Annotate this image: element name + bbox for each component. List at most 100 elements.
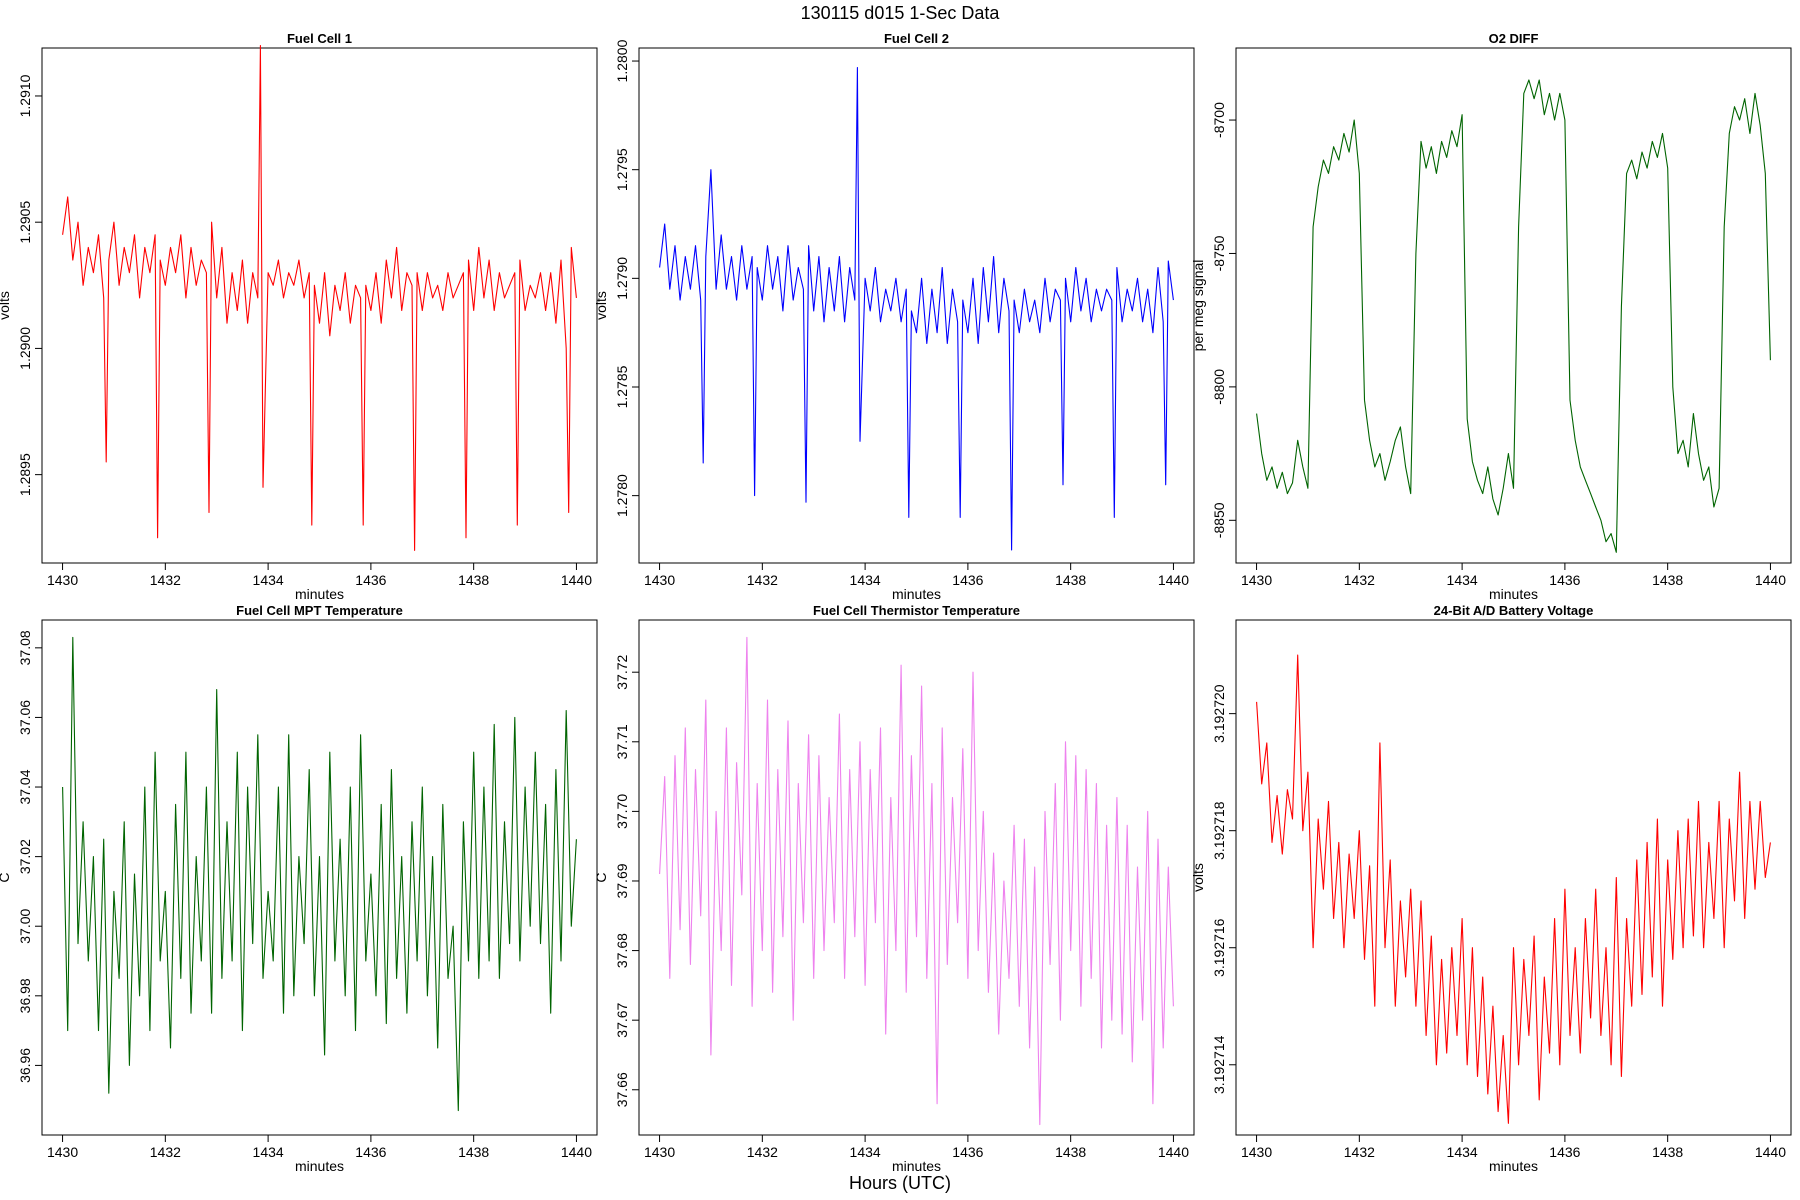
x-tick-label: 1434 bbox=[1447, 1144, 1478, 1160]
x-tick-label: 1434 bbox=[253, 572, 284, 588]
x-tick-label: 1438 bbox=[458, 1144, 489, 1160]
x-tick-label: 1430 bbox=[47, 572, 78, 588]
y-tick-label: 1.2900 bbox=[17, 327, 33, 370]
y-tick-label: 37.66 bbox=[614, 1072, 630, 1107]
x-tick-label: 1436 bbox=[952, 1144, 983, 1160]
x-tick-label: 1432 bbox=[1344, 572, 1375, 588]
x-tick-label: 1432 bbox=[150, 572, 181, 588]
figure-xlabel: Hours (UTC) bbox=[849, 1173, 951, 1193]
x-tick-label: 1432 bbox=[150, 1144, 181, 1160]
series-line bbox=[659, 636, 1174, 1126]
x-tick-label: 1440 bbox=[561, 572, 592, 588]
y-tick-label: 36.98 bbox=[17, 978, 33, 1013]
panel-title: O2 DIFF bbox=[1489, 31, 1539, 46]
x-tick-label: 1438 bbox=[1652, 1144, 1683, 1160]
y-tick-label: 1.2905 bbox=[17, 201, 33, 244]
y-tick-label: 3.192714 bbox=[1211, 1035, 1227, 1094]
y-axis-label: per meg signal bbox=[1190, 260, 1206, 352]
series-line bbox=[62, 636, 577, 1112]
y-tick-label: 1.2910 bbox=[17, 74, 33, 117]
y-tick-label: 37.00 bbox=[17, 908, 33, 943]
y-axis-label: volts bbox=[1190, 863, 1206, 892]
x-tick-label: 1440 bbox=[561, 1144, 592, 1160]
figure-title: 130115 d015 1-Sec Data bbox=[801, 3, 1001, 23]
y-tick-label: 37.68 bbox=[614, 933, 630, 968]
plot-frame bbox=[41, 47, 598, 564]
panel-fuel-cell-mpt-temperature: Fuel Cell MPT Temperature 1430 1432 1434 143… bbox=[0, 603, 598, 1174]
panel-title: Fuel Cell 2 bbox=[884, 31, 949, 46]
x-tick-label: 1432 bbox=[747, 1144, 778, 1160]
panel-title: 24-Bit A/D Battery Voltage bbox=[1434, 603, 1594, 618]
y-tick-label: 37.04 bbox=[17, 769, 33, 804]
y-tick-label: 36.96 bbox=[17, 1048, 33, 1083]
x-axis-label: minutes bbox=[1489, 586, 1538, 602]
plot-frame bbox=[638, 47, 1195, 564]
y-tick-label: -8700 bbox=[1211, 102, 1227, 138]
plot-frame bbox=[1235, 619, 1792, 1136]
x-axis-label: minutes bbox=[892, 586, 941, 602]
x-tick-label: 1436 bbox=[952, 572, 983, 588]
y-axis-label: volts bbox=[593, 291, 609, 320]
x-tick-label: 1434 bbox=[850, 1144, 881, 1160]
y-tick-label: 37.70 bbox=[614, 794, 630, 829]
y-tick-label: 1.2790 bbox=[614, 257, 630, 300]
y-tick-label: 3.192720 bbox=[1211, 684, 1227, 743]
x-tick-label: 1440 bbox=[1158, 1144, 1189, 1160]
series-line bbox=[659, 67, 1174, 551]
y-tick-label: 1.2785 bbox=[614, 365, 630, 408]
x-axis-label: minutes bbox=[295, 1158, 344, 1174]
x-tick-label: 1434 bbox=[253, 1144, 284, 1160]
y-tick-label: 3.192716 bbox=[1211, 918, 1227, 977]
x-tick-label: 1434 bbox=[850, 572, 881, 588]
plot-frame bbox=[638, 619, 1195, 1136]
x-tick-label: 1436 bbox=[1549, 1144, 1580, 1160]
series-line bbox=[1256, 79, 1771, 553]
y-tick-label: -8800 bbox=[1211, 369, 1227, 405]
x-tick-label: 1440 bbox=[1755, 1144, 1786, 1160]
y-tick-label: 37.71 bbox=[614, 724, 630, 759]
panel-title: Fuel Cell 1 bbox=[287, 31, 352, 46]
panel-title: Fuel Cell MPT Temperature bbox=[236, 603, 403, 618]
x-tick-label: 1440 bbox=[1158, 572, 1189, 588]
x-tick-label: 1430 bbox=[1241, 572, 1272, 588]
y-tick-label: 37.69 bbox=[614, 863, 630, 898]
x-axis-label: minutes bbox=[1489, 1158, 1538, 1174]
x-tick-label: 1432 bbox=[747, 572, 778, 588]
series-line bbox=[62, 44, 577, 551]
y-tick-label: 37.02 bbox=[17, 839, 33, 874]
panel-fuel-cell-thermistor-temperature: Fuel Cell Thermistor Temperature 1430 1432… bbox=[593, 603, 1195, 1174]
x-tick-label: 1436 bbox=[355, 1144, 386, 1160]
x-tick-label: 1436 bbox=[355, 572, 386, 588]
y-axis-label: C bbox=[0, 872, 12, 882]
x-tick-label: 1438 bbox=[1055, 572, 1086, 588]
y-axis-label: C bbox=[593, 872, 609, 882]
panel-fuel-cell-1: Fuel Cell 1 1430 1432 1434 1436 1438 1440 minut… bbox=[0, 31, 598, 602]
y-tick-label: 37.06 bbox=[17, 700, 33, 735]
x-tick-label: 1434 bbox=[1447, 572, 1478, 588]
y-tick-label: -8750 bbox=[1211, 235, 1227, 271]
x-tick-label: 1440 bbox=[1755, 572, 1786, 588]
y-tick-label: 37.67 bbox=[614, 1002, 630, 1037]
series-line bbox=[1256, 654, 1771, 1124]
x-tick-label: 1432 bbox=[1344, 1144, 1375, 1160]
x-axis-label: minutes bbox=[295, 586, 344, 602]
y-tick-label: 1.2895 bbox=[17, 453, 33, 496]
y-tick-label: -8850 bbox=[1211, 502, 1227, 538]
x-tick-label: 1430 bbox=[644, 572, 675, 588]
y-tick-label: 37.72 bbox=[614, 654, 630, 689]
panel-fuel-cell-2: Fuel Cell 2 1430 1432 1434 1436 1438 1440 minut… bbox=[593, 31, 1195, 602]
x-tick-label: 1430 bbox=[644, 1144, 675, 1160]
x-tick-label: 1436 bbox=[1549, 572, 1580, 588]
x-axis-label: minutes bbox=[892, 1158, 941, 1174]
panel-title: Fuel Cell Thermistor Temperature bbox=[813, 603, 1020, 618]
panel-o2-diff: O2 DIFF 1430 1432 1434 1436 1438 1440 minutes -8… bbox=[1190, 31, 1792, 602]
y-tick-label: 1.2780 bbox=[614, 474, 630, 517]
y-tick-label: 1.2795 bbox=[614, 148, 630, 191]
x-tick-label: 1438 bbox=[1055, 1144, 1086, 1160]
x-tick-label: 1430 bbox=[1241, 1144, 1272, 1160]
y-tick-label: 1.2800 bbox=[614, 39, 630, 82]
x-tick-label: 1438 bbox=[458, 572, 489, 588]
x-tick-label: 1438 bbox=[1652, 572, 1683, 588]
x-tick-label: 1430 bbox=[47, 1144, 78, 1160]
